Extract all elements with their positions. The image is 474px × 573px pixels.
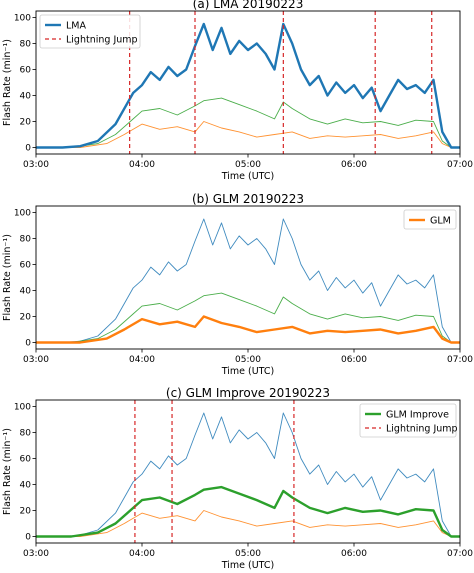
series-line-lma — [36, 22, 460, 149]
x-tick-label: 03:00 — [23, 549, 49, 559]
x-tick-label: 06:00 — [341, 160, 367, 170]
legend-label: GLM Improve — [386, 409, 449, 420]
legend-label: GLM — [430, 215, 451, 226]
x-axis-label: Time (UTC) — [221, 171, 275, 182]
x-tick-label: 04:00 — [129, 160, 155, 170]
legend-box — [403, 209, 457, 230]
y-tick-label: 80 — [20, 429, 32, 439]
y-tick-label: 20 — [20, 118, 32, 128]
y-tick-label: 80 — [20, 235, 32, 245]
x-tick-label: 07:00 — [447, 355, 473, 365]
chart-title: (b) GLM 20190223 — [192, 192, 304, 206]
x-tick-label: 03:00 — [23, 355, 49, 365]
chart-panel-2: (b) GLM 20190223 0 20 40 60 80 100 03:00 04:00 05… — [2, 192, 473, 377]
series-line-glm — [36, 315, 460, 344]
x-tick-label: 07:00 — [447, 160, 473, 170]
x-tick-label: 04:00 — [129, 549, 155, 559]
y-axis-label: Flash Rate (min⁻¹) — [2, 428, 13, 515]
x-tick-label: 05:00 — [235, 355, 261, 365]
y-tick-label: 60 — [20, 455, 32, 465]
x-axis-label: Time (UTC) — [221, 366, 275, 377]
y-tick-label: 40 — [20, 92, 32, 102]
x-tick-label: 05:00 — [235, 549, 261, 559]
x-axis-label: Time (UTC) — [221, 560, 275, 571]
y-tick-label: 100 — [14, 403, 31, 413]
series-line-lma — [36, 218, 460, 343]
legend: GLM — [403, 209, 457, 230]
y-tick-label: 60 — [20, 66, 32, 76]
x-tick-label: 06:00 — [341, 549, 367, 559]
y-tick-label: 40 — [20, 481, 32, 491]
y-tick-label: 20 — [20, 507, 32, 517]
y-tick-label: 0 — [25, 533, 31, 543]
y-tick-label: 40 — [20, 287, 32, 297]
legend-box — [359, 403, 457, 438]
y-tick-label: 60 — [20, 261, 32, 271]
series-line-glm — [36, 121, 460, 148]
series-line-improve — [36, 485, 460, 538]
legend-label: Lightning Jump — [386, 423, 458, 434]
legend: LMA Lightning Jump — [39, 14, 141, 49]
y-axis-label: Flash Rate (min⁻¹) — [2, 39, 13, 126]
y-tick-label: 100 — [14, 14, 31, 24]
y-tick-label: 0 — [25, 144, 31, 154]
x-tick-label: 04:00 — [129, 355, 155, 365]
legend-box — [39, 14, 141, 49]
chart-panel-3: (c) GLM Improve 20190223 0 20 40 60 80 100 03:0… — [2, 386, 473, 571]
y-axis-label: Flash Rate (min⁻¹) — [2, 234, 13, 321]
y-tick-label: 80 — [20, 40, 32, 50]
x-tick-label: 07:00 — [447, 549, 473, 559]
x-tick-label: 03:00 — [23, 160, 49, 170]
y-tick-label: 20 — [20, 313, 32, 323]
series-line-lma — [36, 412, 460, 537]
series-line-improve — [36, 97, 460, 148]
chart-panel-1: (a) LMA 20190223 0 20 40 60 80 100 03:00 04:00 05… — [2, 0, 473, 182]
x-tick-label: 05:00 — [235, 160, 261, 170]
legend-label: LMA — [66, 20, 86, 31]
series-line-glm — [36, 510, 460, 537]
chart-title: (c) GLM Improve 20190223 — [166, 386, 330, 400]
y-tick-label: 0 — [25, 339, 31, 349]
chart-title: (a) LMA 20190223 — [193, 0, 304, 11]
legend-label: Lightning Jump — [66, 34, 138, 45]
legend: GLM Improve Lightning Jump — [359, 403, 458, 438]
x-tick-label: 06:00 — [341, 355, 367, 365]
series-line-improve — [36, 292, 460, 343]
y-tick-label: 100 — [14, 209, 31, 219]
